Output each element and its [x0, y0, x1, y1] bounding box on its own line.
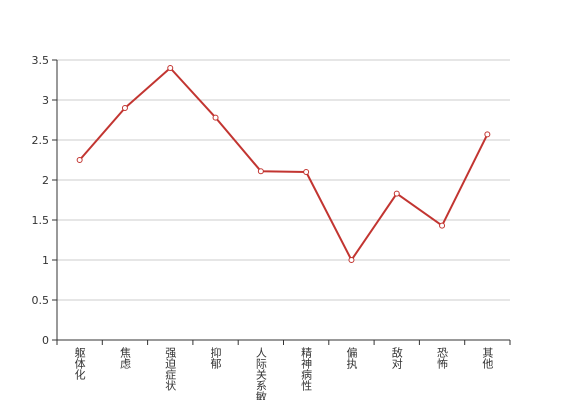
y-tick-label: 0 [42, 334, 49, 347]
point [76, 157, 83, 163]
y-tick-label: 2.5 [32, 134, 50, 147]
point [121, 105, 128, 111]
x-tick-label: 其他 [481, 347, 494, 369]
x-tick-label: 躯体化 [73, 347, 86, 381]
x-tick-label: 人际关系敏感 [254, 347, 267, 400]
x-tick-label: 焦虑 [118, 347, 131, 369]
y-tick-label: 3 [42, 94, 49, 107]
x-tick-label: 偏执 [345, 346, 358, 370]
x-tick-label: 敌对 [390, 346, 403, 369]
line [78, 67, 489, 261]
y-tick-label: 2 [42, 174, 49, 187]
point [167, 65, 174, 71]
x-tick-label: 抑郁 [209, 346, 222, 369]
y-tick-label: 3.5 [32, 54, 50, 67]
point [257, 168, 264, 175]
point [303, 169, 310, 175]
point [484, 131, 491, 138]
point [439, 222, 446, 229]
point [348, 257, 355, 263]
y-tick-label: 0.5 [32, 294, 50, 307]
point [393, 190, 400, 197]
x-tick-label: 恐怖 [436, 347, 449, 369]
x-tick-label: 强迫症状 [164, 347, 177, 391]
y-tick-label: 1.5 [32, 214, 50, 227]
point [212, 114, 219, 121]
y-tick-label: 1 [42, 254, 49, 267]
x-tick-label: 精神病性 [300, 347, 313, 392]
